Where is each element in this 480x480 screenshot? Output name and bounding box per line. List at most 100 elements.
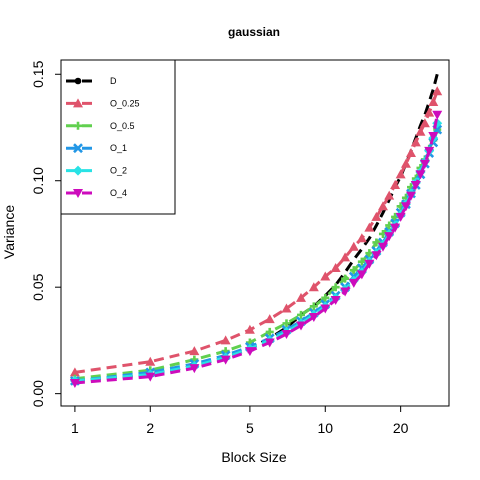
series-o-0-25 bbox=[69, 86, 443, 377]
data-point-o-0-5 bbox=[349, 266, 358, 275]
data-point-o-0-25 bbox=[189, 346, 200, 356]
data-point-o-0-25 bbox=[348, 241, 359, 251]
data-point-o-0-5 bbox=[331, 283, 340, 292]
data-point-o-4 bbox=[264, 338, 275, 348]
y-tick-label: 0.15 bbox=[30, 60, 46, 87]
data-point-o-0-25 bbox=[410, 137, 421, 147]
data-point-o-4 bbox=[371, 251, 382, 261]
data-point-o-0-5 bbox=[372, 238, 381, 247]
data-point-o-0-25 bbox=[281, 303, 292, 313]
data-point-o-0-25 bbox=[244, 324, 255, 334]
data-point-o-4 bbox=[428, 132, 439, 142]
data-point-o-0-25 bbox=[220, 335, 231, 345]
data-point-o-0-25 bbox=[371, 211, 382, 221]
series-o-4 bbox=[69, 110, 443, 389]
data-point-o-0-25 bbox=[384, 190, 395, 200]
legend-box bbox=[60, 59, 176, 215]
x-tick-label: 5 bbox=[246, 420, 254, 436]
legend-marker bbox=[73, 143, 83, 154]
legend-marker bbox=[73, 98, 83, 108]
data-point-o-0-5 bbox=[309, 302, 318, 311]
data-point-o-4 bbox=[364, 259, 375, 269]
data-point-o-4 bbox=[395, 212, 406, 222]
series-line-o-4 bbox=[74, 114, 439, 385]
data-point-o-0-25 bbox=[400, 158, 411, 168]
data-point-o-0-25 bbox=[145, 356, 156, 366]
data-point-o-0-25 bbox=[296, 292, 307, 302]
legend-marker bbox=[73, 189, 83, 198]
data-point-o-4 bbox=[419, 159, 430, 169]
data-point-o-0-25 bbox=[364, 222, 375, 232]
data-point-o-4 bbox=[406, 191, 417, 201]
data-point-o-0-5 bbox=[265, 327, 274, 336]
data-point-o-4 bbox=[320, 304, 331, 314]
data-point-o-4 bbox=[432, 110, 443, 120]
data-point-o-4 bbox=[308, 312, 319, 322]
data-point-o-4 bbox=[281, 330, 292, 340]
series-layer bbox=[69, 73, 443, 389]
series-line-d bbox=[74, 73, 439, 383]
data-point-o-0-5 bbox=[282, 319, 291, 328]
legend-item-o-2: O_2 bbox=[66, 165, 127, 176]
data-point-o-0-25 bbox=[406, 148, 417, 158]
data-point-o-4 bbox=[415, 170, 426, 180]
data-point-o-4 bbox=[390, 223, 401, 233]
data-point-o-4 bbox=[384, 232, 395, 242]
data-point-o-0-25 bbox=[264, 314, 275, 324]
legend-item-o-4: O_4 bbox=[66, 188, 127, 198]
data-point-o-4 bbox=[410, 180, 421, 190]
data-point-o-0-25 bbox=[424, 107, 435, 117]
legend-item-d: D bbox=[66, 76, 117, 86]
data-point-o-4 bbox=[340, 287, 351, 297]
data-point-o-0-5 bbox=[341, 274, 350, 283]
legend-marker bbox=[74, 121, 82, 130]
series-line-o-0-25 bbox=[74, 90, 439, 374]
legend-label: D bbox=[110, 76, 117, 86]
legend-label: O_1 bbox=[110, 143, 127, 153]
chart-title: gaussian bbox=[228, 25, 280, 39]
data-point-o-0-5 bbox=[321, 293, 330, 302]
data-point-o-4 bbox=[356, 270, 367, 280]
legend-item-o-0-25: O_0.25 bbox=[66, 98, 140, 108]
data-point-o-0-25 bbox=[428, 96, 439, 106]
x-tick-label: 2 bbox=[146, 420, 154, 436]
data-point-o-0-25 bbox=[377, 201, 388, 211]
data-point-o-4 bbox=[69, 379, 80, 389]
data-point-o-0-25 bbox=[356, 233, 367, 243]
x-tick-label: 1 bbox=[71, 420, 79, 436]
legend-item-o-1: O_1 bbox=[66, 143, 127, 153]
data-point-o-4 bbox=[348, 278, 359, 288]
legend-label: O_0.25 bbox=[110, 98, 140, 108]
data-point-o-4 bbox=[424, 146, 435, 156]
legend-item-o-0-5: O_0.5 bbox=[66, 121, 135, 131]
x-tick-label: 20 bbox=[393, 420, 409, 436]
data-point-o-4 bbox=[296, 321, 307, 331]
y-tick-label: 0.00 bbox=[30, 380, 46, 407]
data-point-o-4 bbox=[244, 347, 255, 357]
data-point-o-4 bbox=[145, 372, 156, 382]
data-point-o-0-25 bbox=[390, 179, 401, 189]
data-point-o-4 bbox=[220, 355, 231, 365]
data-point-o-0-25 bbox=[320, 271, 331, 281]
data-point-o-0-25 bbox=[340, 252, 351, 262]
data-point-o-4 bbox=[330, 295, 341, 305]
data-point-o-4 bbox=[400, 202, 411, 212]
data-point-o-0-25 bbox=[395, 169, 406, 179]
legend-label: O_2 bbox=[110, 166, 127, 176]
x-axis-label: Block Size bbox=[221, 449, 287, 465]
y-tick-label: 0.10 bbox=[30, 167, 46, 194]
data-point-o-0-25 bbox=[419, 118, 430, 128]
legend-label: O_4 bbox=[110, 188, 127, 198]
data-point-o-0-25 bbox=[69, 367, 80, 377]
legend-marker bbox=[74, 77, 82, 85]
legend-label: O_0.5 bbox=[110, 121, 135, 131]
data-point-o-4 bbox=[189, 364, 200, 374]
plot-frame bbox=[60, 59, 450, 407]
data-point-o-0-25 bbox=[415, 126, 426, 136]
data-point-o-0-25 bbox=[432, 86, 443, 96]
x-tick-label: 10 bbox=[317, 420, 333, 436]
data-point-o-0-25 bbox=[308, 282, 319, 292]
data-point-o-4 bbox=[377, 242, 388, 252]
series-d bbox=[74, 73, 439, 383]
legend: D O_0.25 O_0.5 O_1 O_2 O_4 bbox=[60, 59, 176, 215]
